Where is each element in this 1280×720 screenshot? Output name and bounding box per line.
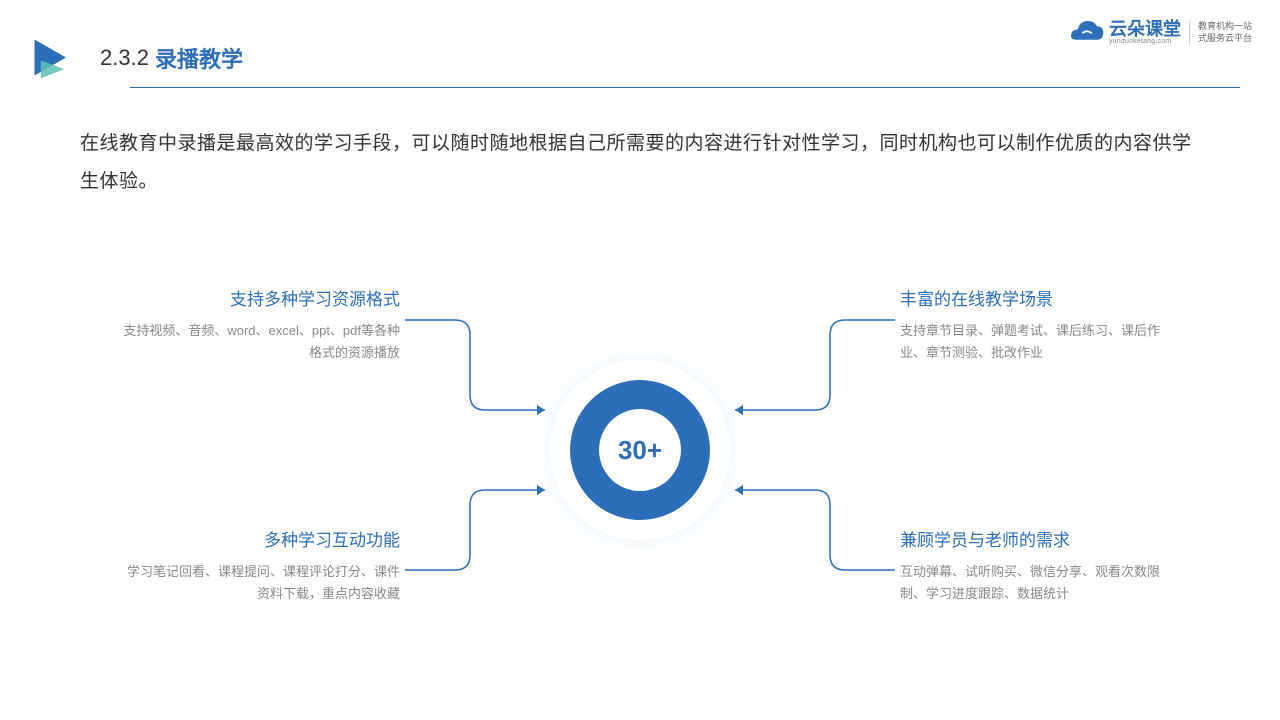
feature-bottom-left: 多种学习互动功能 学习笔记回看、课程提问、课程评论打分、课件资料下载，重点内容收…	[120, 526, 400, 605]
feature-desc: 支持视频、音频、word、excel、ppt、pdf等各种格式的资源播放	[120, 320, 400, 364]
feature-title: 丰富的在线教学场景	[900, 285, 1180, 310]
feature-desc: 支持章节目录、弹题考试、课后练习、课后作业、章节测验、批改作业	[900, 320, 1180, 364]
play-icon	[30, 35, 75, 80]
feature-title: 兼顾学员与老师的需求	[900, 526, 1180, 551]
logo-text-group: 云朵课堂 yunduoketang.com	[1109, 20, 1181, 45]
intro-text: 在线教育中录播是最高效的学习手段，可以随时随地根据自己所需要的内容进行针对性学习…	[80, 125, 1210, 201]
slide-header: 2.3.2 录播教学	[30, 35, 1250, 80]
feature-top-left: 支持多种学习资源格式 支持视频、音频、word、excel、ppt、pdf等各种…	[120, 285, 400, 364]
feature-top-right: 丰富的在线教学场景 支持章节目录、弹题考试、课后练习、课后作业、章节测验、批改作…	[900, 285, 1180, 364]
cloud-icon	[1071, 21, 1105, 45]
feature-desc: 互动弹幕、试听购买、微信分享、观看次数限制、学习进度跟踪、数据统计	[900, 561, 1180, 605]
logo-brand-name: 云朵课堂	[1109, 20, 1181, 38]
header-underline	[130, 87, 1240, 88]
feature-title: 支持多种学习资源格式	[120, 285, 400, 310]
section-number: 2.3.2	[100, 45, 149, 71]
logo-tagline: 教育机构一站 式服务云平台	[1198, 21, 1252, 44]
feature-diagram: 30+ 支持多种学习资源格式 支持视频、音频、word、excel、ppt、pd…	[0, 260, 1280, 640]
feature-bottom-right: 兼顾学员与老师的需求 互动弹幕、试听购买、微信分享、观看次数限制、学习进度跟踪、…	[900, 526, 1180, 605]
feature-title: 多种学习互动功能	[120, 526, 400, 551]
logo-domain: yunduoketang.com	[1109, 38, 1181, 45]
brand-logo: 云朵课堂 yunduoketang.com 教育机构一站 式服务云平台	[1071, 20, 1252, 45]
section-title: 录播教学	[155, 42, 243, 74]
center-value: 30+	[618, 435, 662, 466]
logo-divider	[1189, 21, 1190, 45]
feature-desc: 学习笔记回看、课程提问、课程评论打分、课件资料下载，重点内容收藏	[120, 561, 400, 605]
